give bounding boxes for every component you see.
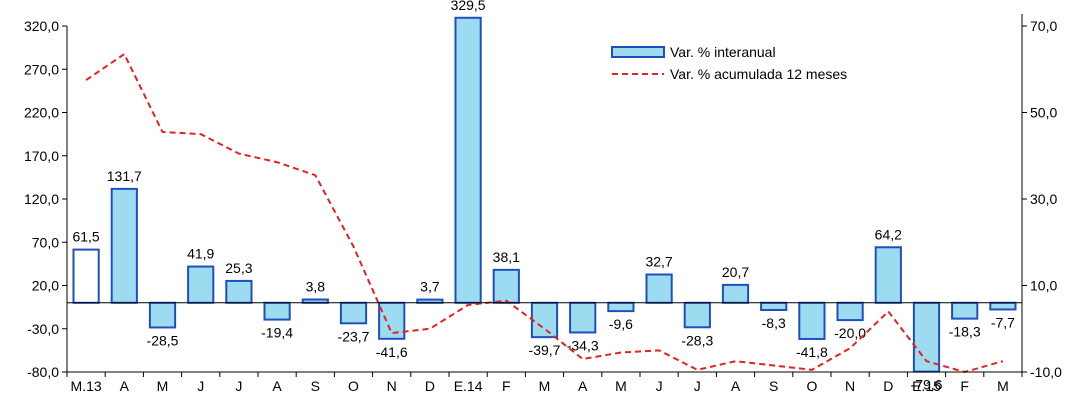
data-label: -39,7 [529,342,561,358]
right-axis: -10,0 10,0 30,0 50,0 70,0 [1022,18,1062,380]
data-label: 329,5 [451,0,486,13]
left-tick-label: 70,0 [32,234,59,250]
data-label: -9,6 [609,316,633,332]
data-label: 3,7 [420,279,440,295]
x-tick-label: A [578,378,588,394]
legend-label-bar: Var. % interanual [670,44,776,60]
bar [187,265,215,304]
x-tick-label: M.13 [71,378,102,394]
x-tick-label: E.15 [912,378,941,394]
data-label: -28,3 [681,332,713,348]
x-tick-label: A [120,378,130,394]
legend-swatch-bar [611,46,665,58]
bar [721,283,750,304]
bar [989,301,1017,311]
line-series-path [85,52,1004,374]
bar [339,301,368,325]
bar [798,301,826,340]
data-label: 131,7 [107,168,142,184]
data-label: -41,8 [796,344,828,360]
bar [110,187,138,304]
data-label: 38,1 [493,249,520,265]
bar [951,301,979,320]
bar [569,301,597,334]
right-tick-label: 70,0 [1030,18,1057,34]
bar [454,16,482,304]
left-axis: -80,0 -30,0 20,0 70,0 120,0 170,0 220,0 270,0 32… [24,18,67,380]
x-tick-label: N [387,378,397,394]
x-tick-label: A [731,378,741,394]
x-tick-label: S [311,378,320,394]
data-label: -18,3 [949,324,981,340]
data-label: -8,3 [762,315,786,331]
bar [148,301,177,329]
bar [378,301,406,340]
x-tick-label: E.14 [454,378,483,394]
axis-lines [66,14,1023,373]
bar [225,279,253,304]
x-tick-label: M [157,378,169,394]
bar [683,301,711,329]
left-tick-label: -30,0 [27,321,59,337]
right-tick-label: -10,0 [1030,364,1062,380]
right-tick-label: 50,0 [1030,105,1057,121]
data-label: 25,3 [225,260,252,276]
bar [72,248,100,304]
data-label: -7,7 [991,314,1015,330]
x-tick-label: J [235,378,242,394]
bar [836,301,864,322]
x-tick-label: M [615,378,627,394]
left-tick-label: 170,0 [24,148,59,164]
x-tick-label: J [197,378,204,394]
legend-label-line: Var. % acumulada 12 meses [670,66,847,82]
data-label: -34,3 [567,337,599,353]
data-label: 20,7 [722,264,749,280]
data-label: -23,7 [338,328,370,344]
data-label: 32,7 [645,254,672,270]
bar [607,301,635,313]
bar [874,246,902,304]
bar [530,301,559,339]
left-tick-label: 220,0 [24,105,59,121]
x-tick-label: S [769,378,778,394]
x-tick-label: O [348,378,359,394]
x-tick-label: M [539,378,551,394]
x-tick-label: D [883,378,893,394]
data-label: 3,8 [306,279,326,295]
left-tick-label: 270,0 [24,61,59,77]
left-tick-label: 20,0 [32,278,59,294]
line-series [85,52,1004,374]
right-tick-label: 30,0 [1030,191,1057,207]
x-tick-label: M [997,378,1009,394]
left-tick-label: -80,0 [27,364,59,380]
left-tick-label: 320,0 [24,18,59,34]
data-label: -20,0 [834,325,866,341]
x-tick-label: J [694,378,701,394]
x-axis: M.13 A M J J A S O N D E.14 F M A M J J A S O N D E.15 F M [66,372,1023,394]
data-label: -79,6 [911,377,943,393]
bar-series [72,16,1017,373]
x-tick-label: D [425,378,435,394]
left-tick-label: 120,0 [24,191,59,207]
x-tick-label: O [806,378,817,394]
data-label: 41,9 [187,246,214,262]
x-tick-label: F [960,378,969,394]
x-tick-label: A [272,378,282,394]
bar [492,268,520,304]
data-label: 64,2 [875,226,902,242]
data-label: -41,6 [376,344,408,360]
data-label: -28,5 [147,332,179,348]
x-tick-label: N [845,378,855,394]
data-label: 61,5 [72,229,99,245]
bar [645,273,673,304]
x-tick-label: J [656,378,663,394]
bar [760,301,788,311]
x-tick-label: F [502,378,511,394]
data-label: -19,4 [261,325,293,341]
legend: Var. % interanual Var. % acumulada 12 mes… [611,44,847,82]
data-labels: 61,5 131,7 -28,5 41,9 25,3 -19,4 3,8 -23,7 -41,6… [72,0,1015,393]
bar [263,301,291,321]
right-tick-label: 10,0 [1030,278,1057,294]
